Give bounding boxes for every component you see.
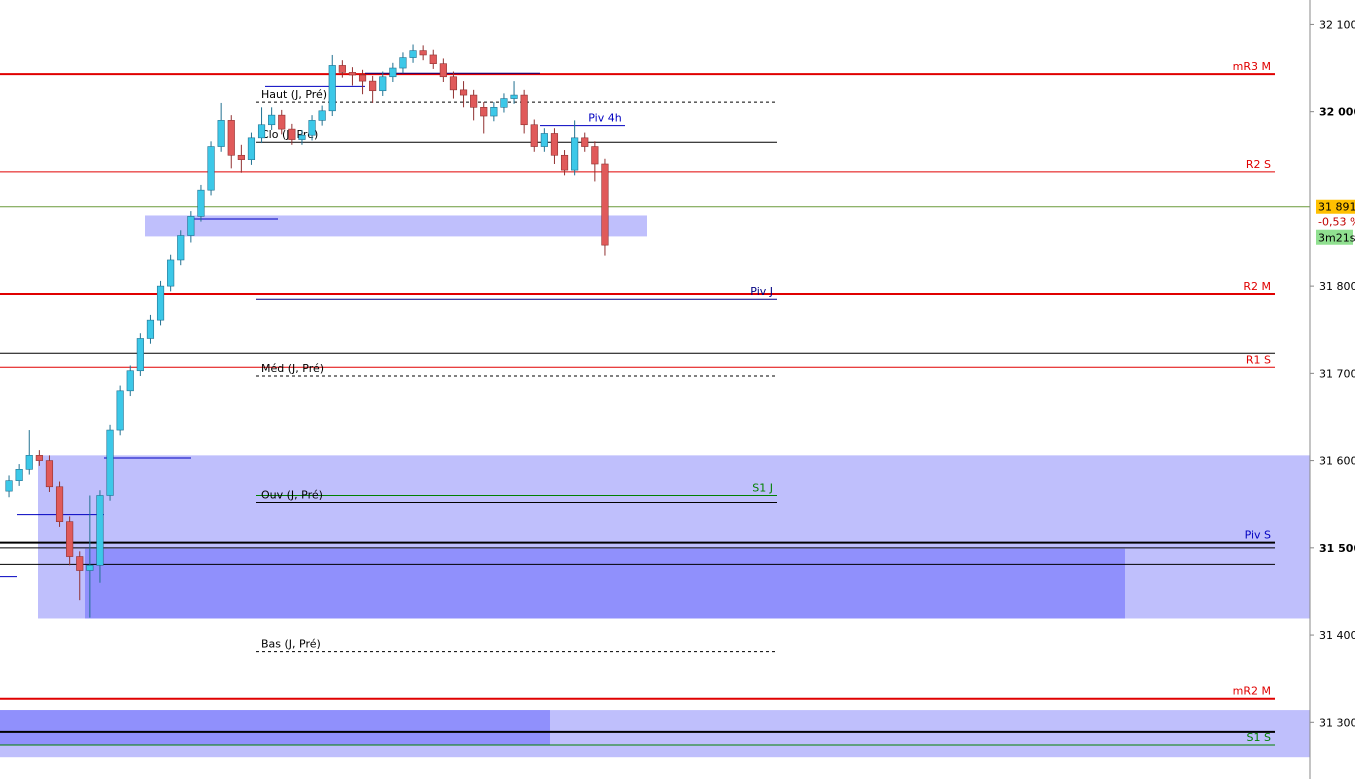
candle-body (601, 163, 609, 246)
candle-body (167, 259, 175, 287)
candle-body (389, 67, 397, 78)
candle-body (86, 564, 94, 571)
candle-body (369, 80, 377, 92)
candle-body (217, 120, 225, 147)
candle-body (449, 76, 458, 91)
candle-body (66, 521, 74, 557)
candle-body (540, 133, 548, 147)
candle-body (318, 110, 326, 121)
candle-body (520, 94, 528, 126)
level-label: R1 S (1246, 353, 1271, 366)
price-tag (1316, 199, 1355, 214)
candle-body (268, 114, 276, 126)
level-label: Piv J (750, 285, 773, 298)
level-label: S1 J (752, 481, 773, 494)
y-tick-label: 32 000 (1319, 106, 1355, 119)
candle-body (419, 50, 427, 56)
candle-body (338, 65, 346, 73)
candle-body (470, 94, 478, 108)
change-label: -0,53 % (1318, 216, 1355, 229)
candle-body (459, 89, 468, 96)
candle-body (106, 429, 114, 496)
candle-body (227, 120, 235, 156)
candle-body (96, 495, 104, 566)
candle-body (399, 57, 407, 69)
level-label: Méd (J, Pré) (261, 362, 324, 375)
level-label: Bas (J, Pré) (261, 638, 321, 651)
candle-body (591, 146, 599, 165)
candle-body (429, 54, 437, 64)
candle-body (116, 390, 124, 431)
candle-body (278, 114, 286, 130)
level-label: R2 M (1243, 280, 1271, 293)
candle-body (45, 460, 54, 488)
zone (145, 215, 647, 237)
candle-body (439, 63, 447, 78)
y-tick-label: 31 800 (1319, 280, 1355, 293)
candle-body (15, 469, 23, 481)
zone (85, 548, 1125, 619)
candle-body (156, 285, 165, 321)
candle-body (328, 65, 336, 112)
candle-body (379, 76, 387, 92)
candle-body (146, 319, 155, 339)
candle-body (510, 94, 518, 99)
candle-body (207, 146, 215, 191)
level-label: S1 S (1247, 731, 1271, 744)
candle-body (571, 137, 579, 171)
y-tick-label: 32 100 (1319, 18, 1355, 31)
y-tick-label: 31 700 (1319, 367, 1355, 380)
candle-body (187, 216, 195, 236)
candle-body (257, 124, 266, 139)
candle-body (25, 455, 33, 470)
y-tick-label: 31 300 (1319, 716, 1355, 729)
level-label: Ouv (J, Pré) (261, 488, 323, 501)
candle-body (247, 137, 256, 160)
candle-body (55, 486, 64, 522)
zone (0, 710, 550, 745)
candle-body (308, 120, 316, 136)
level-label: Piv 4h (588, 112, 621, 125)
axis-bg (1310, 0, 1355, 779)
candle-body (288, 128, 296, 140)
candle-body (581, 137, 589, 147)
timer-label: 3m21s (1318, 232, 1355, 245)
candle-body (409, 50, 417, 58)
candle-body (490, 106, 498, 117)
candle-body (177, 235, 185, 261)
candle-body (500, 98, 508, 108)
y-tick-label: 31 600 (1319, 455, 1355, 468)
candle-body (530, 124, 538, 147)
level-label: Piv S (1245, 529, 1271, 542)
y-tick-label: 31 500 (1319, 542, 1355, 555)
candle-body (5, 480, 13, 492)
candle-body (76, 556, 84, 571)
candle-body (126, 370, 134, 392)
price-tag-label: 31 891, (1318, 201, 1355, 214)
candle-body (348, 72, 357, 76)
y-tick-label: 31 400 (1319, 629, 1355, 642)
candle-body (358, 74, 367, 82)
candle-body (298, 134, 306, 140)
level-label: mR2 M (1233, 685, 1271, 698)
level-label: R2 S (1246, 158, 1271, 171)
candle-body (136, 338, 144, 372)
candle-body (480, 106, 488, 117)
timer-bg (1316, 229, 1353, 245)
candle-body (237, 154, 245, 160)
level-label: mR3 M (1233, 60, 1271, 73)
candle-body (560, 154, 569, 171)
candle-body (197, 189, 205, 217)
candle-body (550, 133, 559, 156)
level-label: Haut (J, Pré) (261, 88, 327, 101)
candle-body (35, 455, 43, 461)
